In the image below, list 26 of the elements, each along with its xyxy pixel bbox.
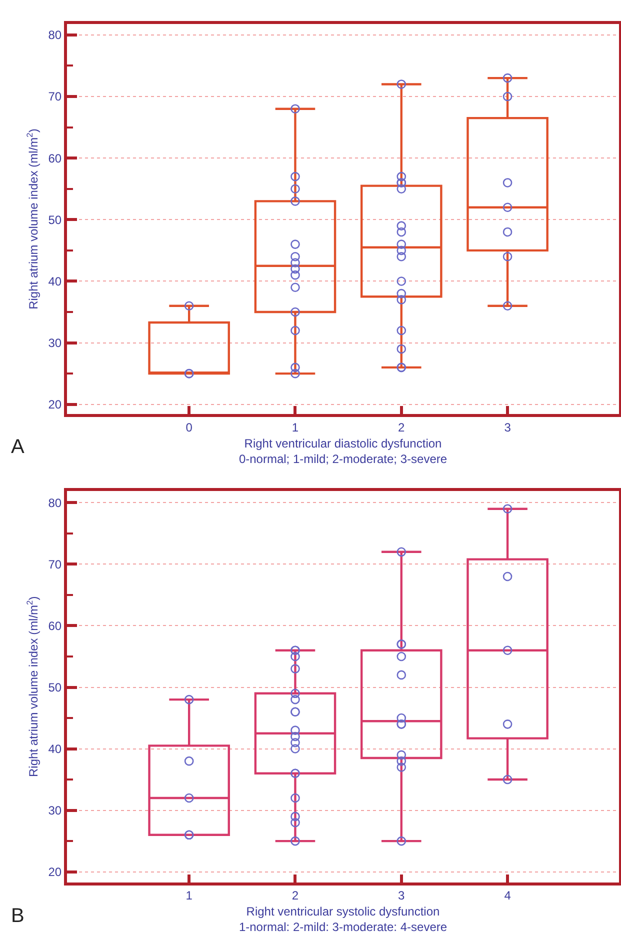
y-tick-label: 30 (48, 804, 62, 818)
text: A (11, 436, 25, 458)
y-tick-label: 20 (48, 398, 62, 412)
y-tick-label: 20 (48, 865, 62, 880)
y-tick-label: 80 (48, 28, 62, 42)
x-axis-title: Right ventricular diastolic dysfunction 0-normal; 1-mild; 2-moderate; 3-severe (238, 436, 448, 466)
y-tick-label: 70 (48, 557, 62, 572)
x-tick-label: 1 (292, 420, 299, 435)
x-tick-label: 3 (504, 420, 512, 435)
y-tick-label: 50 (48, 212, 62, 227)
x-tick-label: 2 (292, 888, 299, 903)
x-axis-title: Right ventricular systolic dysfunction 1-normal: 2-mild: 3-moderate: 4-severe (238, 904, 448, 934)
y-tick-label: 70 (48, 90, 62, 104)
y-tick-label: 80 (48, 496, 62, 510)
x-tick-label: 3 (398, 888, 406, 903)
y-tick-label: 60 (48, 618, 62, 633)
text: B (11, 905, 24, 927)
y-tick-label: 40 (48, 742, 62, 756)
x-tick-label: 4 (504, 888, 512, 903)
y-tick-label: 60 (48, 151, 62, 166)
y-tick-label: 40 (48, 274, 62, 288)
x-tick-label: 1 (186, 888, 193, 903)
y-tick-label: 50 (48, 680, 62, 694)
y-tick-label: 30 (48, 336, 62, 350)
x-tick-label: 2 (398, 420, 406, 435)
x-tick-label: 0 (186, 420, 193, 435)
